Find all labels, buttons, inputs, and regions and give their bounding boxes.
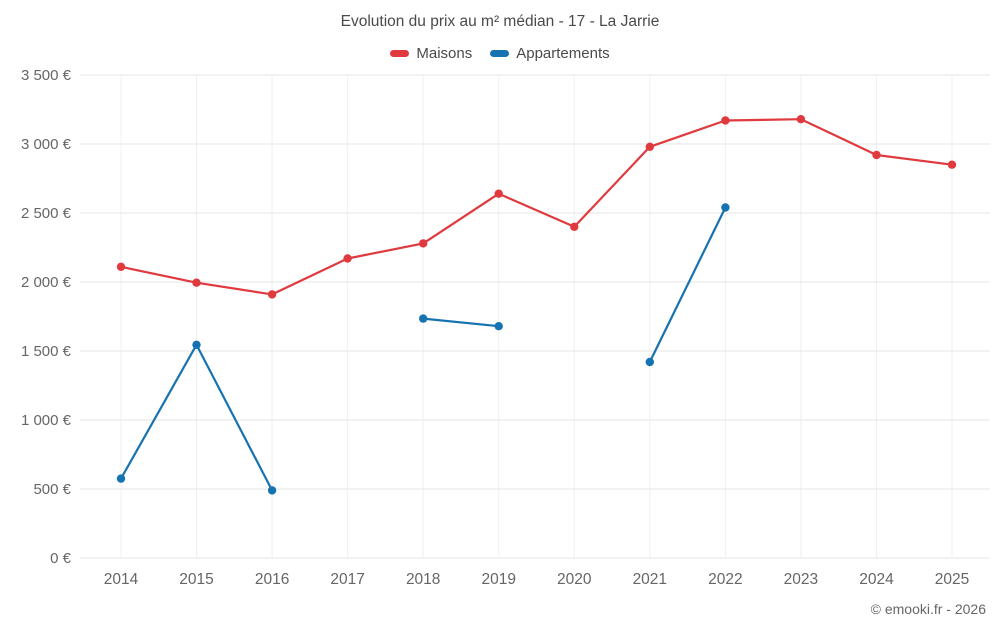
legend-item-appartements[interactable]: Appartements xyxy=(490,45,610,62)
appartements-data-point[interactable] xyxy=(721,203,730,212)
x-axis-tick-label: 2025 xyxy=(935,571,969,588)
x-axis-tick-label: 2018 xyxy=(406,571,440,588)
maisons-data-point[interactable] xyxy=(343,254,352,263)
y-axis-tick-label: 3 500 € xyxy=(21,67,72,84)
x-axis-tick-label: 2024 xyxy=(859,571,894,588)
y-axis-tick-label: 1 000 € xyxy=(21,412,72,429)
maisons-data-point[interactable] xyxy=(116,262,126,271)
chart-legend: Maisons Appartements xyxy=(0,45,1000,62)
appartements-data-point[interactable] xyxy=(192,340,201,349)
legend-marker xyxy=(490,50,510,57)
appartements-data-point[interactable] xyxy=(645,357,654,367)
appartements-data-point[interactable] xyxy=(419,314,428,323)
x-axis-tick-label: 2015 xyxy=(179,571,213,588)
maisons-line xyxy=(119,118,954,296)
maisons-data-point[interactable] xyxy=(796,115,806,124)
x-axis-tick-label: 2016 xyxy=(255,571,289,588)
y-axis-tick-label: 0 € xyxy=(50,550,72,567)
x-axis-tick-label: 2021 xyxy=(633,571,667,588)
x-axis-tick-label: 2022 xyxy=(708,571,742,588)
y-axis-tick-label: 2 500 € xyxy=(21,205,72,222)
y-axis-tick-label: 1 500 € xyxy=(21,343,72,360)
legend-marker xyxy=(390,50,410,57)
legend-label: Appartements xyxy=(516,45,610,62)
maisons-data-point[interactable] xyxy=(872,150,881,160)
maisons-data-point[interactable] xyxy=(947,160,957,169)
x-axis-tick-label: 2023 xyxy=(784,571,818,588)
chart-title: Evolution du prix au m² médian - 17 - La… xyxy=(340,13,660,30)
maisons-data-point[interactable] xyxy=(419,239,428,248)
maisons-data-point[interactable] xyxy=(570,222,579,231)
maisons-data-point[interactable] xyxy=(721,116,730,125)
appartements-data-point[interactable] xyxy=(267,486,277,495)
appartements-data-point[interactable] xyxy=(494,322,503,331)
maisons-data-point[interactable] xyxy=(494,189,503,198)
appartements-data-point[interactable] xyxy=(116,474,126,483)
x-axis-tick-label: 2017 xyxy=(330,571,364,588)
x-axis-tick-label: 2020 xyxy=(557,571,592,588)
y-axis-tick-label: 3 000 € xyxy=(21,136,72,153)
x-axis-tick-label: 2019 xyxy=(481,571,515,588)
legend-item-maisons[interactable]: Maisons xyxy=(390,45,472,62)
legend-label: Maisons xyxy=(416,45,473,62)
y-axis-tick-label: 2 000 € xyxy=(21,274,72,291)
y-axis-tick-label: 500 € xyxy=(33,481,71,498)
maisons-data-point[interactable] xyxy=(645,142,654,151)
copyright-credit: © emooki.fr - 2026 xyxy=(870,601,986,617)
maisons-data-point[interactable] xyxy=(192,278,201,287)
maisons-data-point[interactable] xyxy=(267,290,277,299)
x-axis-tick-label: 2014 xyxy=(104,571,139,588)
